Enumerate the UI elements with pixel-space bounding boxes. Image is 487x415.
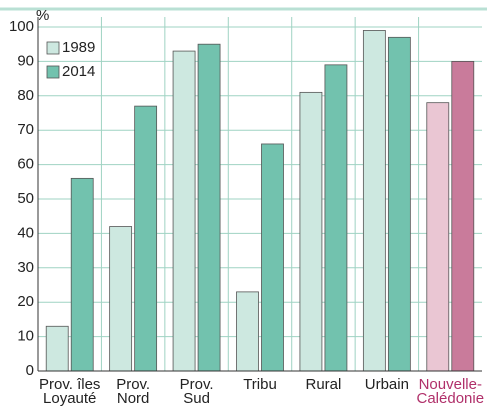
bar xyxy=(134,105,158,372)
x-tick-label: Rural xyxy=(305,376,341,393)
y-tick-label: 80 xyxy=(17,87,34,104)
y-tick-label: 0 xyxy=(26,362,34,379)
bar xyxy=(261,143,284,372)
x-tick-label: Nouvelle- xyxy=(419,376,482,393)
x-tick-label: Urbain xyxy=(365,376,409,393)
legend-label: 1989 xyxy=(62,39,95,56)
legend-swatch xyxy=(46,65,60,79)
x-tick-label: Prov. îles xyxy=(39,376,100,393)
y-tick-label: 20 xyxy=(17,293,34,310)
y-tick-label: 90 xyxy=(17,52,34,69)
legend-swatch xyxy=(46,41,60,55)
bar xyxy=(172,50,196,372)
x-tick-label: Prov. xyxy=(180,376,214,393)
y-tick-label: 70 xyxy=(17,121,34,138)
y-tick-label: 10 xyxy=(17,328,34,345)
x-tick-label: Tribu xyxy=(243,376,277,393)
y-tick-label: 50 xyxy=(17,190,34,207)
legend-label: 2014 xyxy=(62,63,95,80)
bar xyxy=(70,177,94,372)
bar xyxy=(299,91,323,372)
bar xyxy=(45,325,69,372)
y-tick-label: 30 xyxy=(17,259,34,276)
bar xyxy=(236,291,259,372)
x-tick-label: Calédonie xyxy=(417,390,485,407)
bar xyxy=(324,64,348,372)
x-tick-label: Loyauté xyxy=(43,390,96,407)
x-tick-label: Sud xyxy=(183,390,210,407)
y-unit: % xyxy=(36,7,49,24)
bar xyxy=(451,61,475,372)
bar xyxy=(197,43,221,372)
y-tick-label: 40 xyxy=(17,224,34,241)
x-tick-label: Prov. xyxy=(116,376,150,393)
bar xyxy=(109,226,133,372)
bar xyxy=(387,36,411,372)
y-tick-label: 60 xyxy=(17,156,34,173)
x-tick-label: Nord xyxy=(117,390,150,407)
bar xyxy=(426,102,450,372)
y-tick-label: 100 xyxy=(9,18,34,35)
bar xyxy=(362,30,386,372)
